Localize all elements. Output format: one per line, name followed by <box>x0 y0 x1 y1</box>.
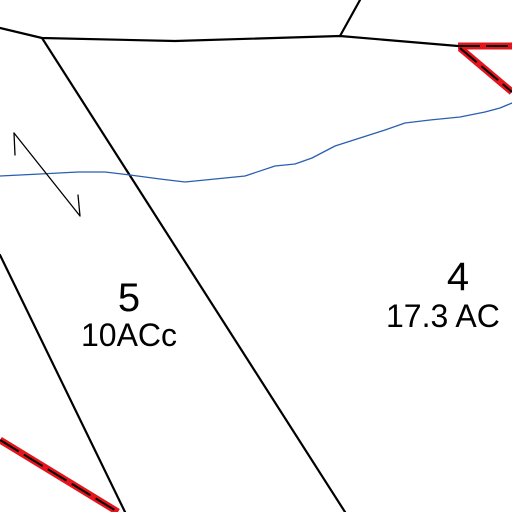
lot-number: 5 <box>118 276 140 320</box>
parcel-line-lot5-west <box>0 253 127 512</box>
stream-line <box>0 102 512 183</box>
property-boundary-upper-right <box>457 42 512 95</box>
lot-number: 4 <box>447 255 469 299</box>
lot-label-5: 5 10ACc <box>81 276 177 353</box>
stream <box>0 102 512 183</box>
parcel-line-top <box>0 26 460 48</box>
lot-label-4: 4 17.3 AC <box>386 255 500 334</box>
parcel-lines <box>0 0 460 512</box>
lot-area: 10ACc <box>81 317 177 353</box>
lot-area: 17.3 AC <box>386 298 500 334</box>
parcel-line-top-spur <box>338 0 362 38</box>
north-arrow-icon <box>13 132 81 217</box>
property-boundary-lower-left <box>0 437 120 512</box>
parcel-line-lot5-east <box>40 36 347 512</box>
